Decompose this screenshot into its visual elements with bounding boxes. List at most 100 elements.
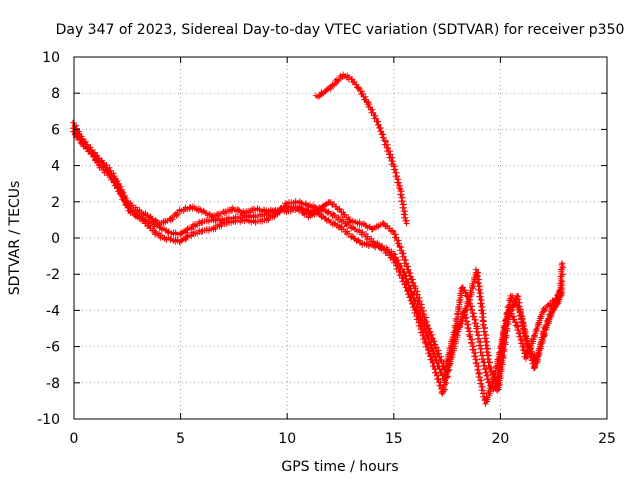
data-point xyxy=(541,309,545,312)
data-point xyxy=(460,320,464,323)
data-point xyxy=(286,202,289,205)
data-point xyxy=(128,209,131,213)
data-point xyxy=(469,336,472,339)
data-point xyxy=(168,231,172,234)
data-point xyxy=(392,164,395,167)
data-point xyxy=(179,209,182,213)
data-point xyxy=(507,312,511,316)
data-point xyxy=(558,298,562,301)
data-point xyxy=(341,73,344,77)
data-point xyxy=(360,222,363,225)
data-point xyxy=(441,392,444,395)
data-point xyxy=(413,287,417,290)
y-tick-label: -2 xyxy=(46,267,60,283)
x-axis-title: GPS time / hours xyxy=(281,459,398,475)
data-point xyxy=(399,187,402,191)
data-point xyxy=(452,334,455,337)
data-point xyxy=(243,215,246,218)
data-point xyxy=(371,227,374,231)
data-point xyxy=(482,359,485,363)
data-point xyxy=(561,262,564,265)
data-point xyxy=(158,222,161,225)
y-tick-label: 2 xyxy=(51,195,60,211)
data-point xyxy=(232,220,236,223)
series-markers xyxy=(70,119,566,407)
chart-title: Day 347 of 2023, Sidereal Day-to-day VTE… xyxy=(56,22,625,38)
data-point xyxy=(190,233,193,236)
series-track-a xyxy=(70,119,566,407)
data-point xyxy=(254,207,257,211)
data-point xyxy=(524,338,528,341)
y-tick-label: -10 xyxy=(37,412,60,428)
data-point xyxy=(94,153,97,156)
data-point xyxy=(358,88,361,91)
data-point xyxy=(509,294,513,298)
x-tick-label: 5 xyxy=(176,431,185,447)
data-point xyxy=(477,372,481,375)
data-point xyxy=(403,273,406,276)
data-point xyxy=(200,209,204,213)
y-tick-label: 8 xyxy=(51,86,60,102)
data-point xyxy=(399,245,402,249)
grid-lines xyxy=(74,57,607,419)
data-point xyxy=(371,240,374,243)
data-point xyxy=(147,215,150,218)
data-point xyxy=(275,209,278,213)
data-point xyxy=(381,222,385,225)
data-point xyxy=(254,220,257,223)
axis-ticks xyxy=(73,56,608,420)
data-point xyxy=(367,102,370,106)
data-point xyxy=(516,294,519,298)
data-point xyxy=(296,200,300,203)
data-point xyxy=(435,347,438,350)
data-point xyxy=(403,282,406,285)
data-point xyxy=(296,207,300,211)
data-point xyxy=(475,269,479,272)
data-point xyxy=(460,285,464,289)
data-point xyxy=(104,164,108,167)
x-tick-label: 10 xyxy=(278,431,296,447)
data-point xyxy=(497,388,500,392)
series-track-d xyxy=(313,71,410,227)
data-point xyxy=(405,263,408,267)
data-point xyxy=(435,372,438,375)
data-point xyxy=(475,327,479,330)
data-point xyxy=(339,209,342,213)
x-tick-label: 0 xyxy=(70,431,79,447)
data-point xyxy=(318,207,321,211)
data-point xyxy=(179,233,182,236)
data-point xyxy=(328,211,331,214)
data-point xyxy=(456,312,459,316)
data-point xyxy=(533,334,536,337)
y-tick-label: -4 xyxy=(46,303,60,319)
x-tick-label: 20 xyxy=(491,431,509,447)
data-point xyxy=(232,207,236,211)
data-point xyxy=(179,240,182,243)
data-point xyxy=(424,320,427,323)
series-track-c xyxy=(70,125,567,393)
data-point xyxy=(405,222,408,225)
data-point xyxy=(222,211,225,214)
y-tick-label: 10 xyxy=(42,50,60,66)
data-point xyxy=(211,215,214,218)
data-point xyxy=(403,213,406,216)
data-point xyxy=(115,178,118,182)
data-point xyxy=(392,253,395,256)
data-point xyxy=(307,204,310,207)
data-point xyxy=(318,213,321,216)
data-point xyxy=(119,193,123,196)
data-point xyxy=(501,356,504,359)
data-point xyxy=(350,235,353,238)
data-point xyxy=(83,140,86,144)
data-point xyxy=(360,231,363,234)
data-point xyxy=(162,236,165,240)
y-axis-title: SDTVAR / TECUs xyxy=(7,181,23,296)
data-point xyxy=(381,245,385,249)
data-point xyxy=(328,220,331,223)
data-point xyxy=(243,218,246,222)
data-point xyxy=(384,140,387,144)
data-point xyxy=(524,356,528,359)
data-point xyxy=(332,82,336,86)
data-point xyxy=(360,242,363,245)
